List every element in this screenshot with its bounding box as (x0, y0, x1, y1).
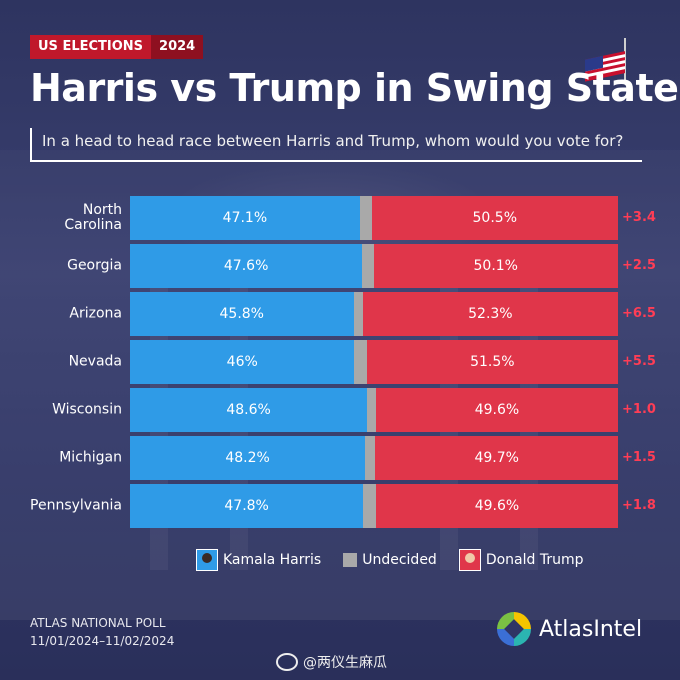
poll-name: ATLAS NATIONAL POLL (30, 616, 166, 630)
undecided-bar (367, 388, 376, 432)
state-label: Michigan (0, 449, 122, 466)
trump-value-label: 49.6% (474, 402, 520, 418)
harris-value-label: 45.8% (219, 306, 264, 322)
margin-label: +1.0 (622, 402, 656, 417)
trump-value-label: 49.7% (474, 450, 519, 466)
harris-value-label: 46% (226, 354, 258, 370)
state-label: Wisconsin (0, 401, 122, 418)
watermark-text: @两仪生麻瓜 (303, 655, 387, 671)
state-label: North Carolina (0, 203, 122, 233)
state-label: Pennsylvania (0, 497, 122, 514)
legend-label-undecided: Undecided (362, 552, 437, 568)
harris-bar (130, 340, 355, 384)
harris-value-label: 47.1% (222, 210, 268, 226)
margin-label: +6.5 (622, 306, 656, 321)
margin-label: +1.8 (622, 498, 656, 513)
gray-square-icon (343, 553, 358, 567)
harris-bar (130, 244, 363, 288)
harris-value-label: 48.2% (225, 450, 270, 466)
trump-value-label: 51.5% (470, 354, 515, 370)
trump-bar (375, 436, 618, 480)
subtitle-frame: In a head to head race between Harris an… (30, 128, 642, 162)
trump-value-label: 50.1% (473, 258, 518, 274)
chart-row: Michigan 48.2% 49.7% +1.5 (0, 436, 680, 480)
us-flag-icon (585, 38, 626, 82)
legend-label-harris: Kamala Harris (223, 552, 322, 568)
chart-row: Georgia 47.6% 50.1% +2.5 (0, 244, 680, 288)
state-label-line: Pennsylvania (30, 497, 122, 514)
trump-bar (375, 388, 618, 432)
trump-bar (362, 292, 618, 336)
harris-portrait-icon (196, 549, 218, 571)
state-label: Georgia (0, 257, 122, 274)
page-title: Harris vs Trump in Swing States (30, 66, 680, 110)
harris-value-label: 48.6% (226, 402, 271, 418)
harris-bar (130, 292, 354, 336)
trump-bar (371, 196, 618, 240)
tag-us-elections: US ELECTIONS (30, 35, 152, 59)
chart-row: North Carolina 47.1% 50.5% +3.4 (0, 196, 680, 240)
undecided-bar (363, 484, 376, 528)
harris-bar (130, 484, 364, 528)
state-label: Nevada (0, 353, 122, 370)
harris-bar (130, 388, 368, 432)
chart-row: Arizona 45.8% 52.3% +6.5 (0, 292, 680, 336)
state-label-line: Georgia (67, 257, 122, 274)
state-label-line: Michigan (59, 449, 122, 466)
harris-value-label: 47.8% (224, 498, 269, 514)
undecided-bar (362, 244, 374, 288)
margin-label: +5.5 (622, 354, 656, 369)
undecided-bar (365, 436, 376, 480)
trump-bar (375, 484, 618, 528)
undecided-bar (353, 292, 363, 336)
header-tag: US ELECTIONS 2024 (30, 35, 204, 59)
brand-name: AtlasIntel (539, 616, 643, 642)
page-subtitle: In a head to head race between Harris an… (42, 132, 624, 150)
legend-item-trump: Donald Trump (458, 549, 584, 571)
trump-value-label: 52.3% (468, 306, 513, 322)
state-label-line: North (82, 202, 122, 218)
chart-row: Pennsylvania 47.8% 49.6% +1.8 (0, 484, 680, 528)
legend-item-undecided: Undecided (343, 552, 437, 568)
state-label-line: Wisconsin (52, 401, 122, 418)
legend-item-harris: Kamala Harris (196, 549, 321, 571)
harris-bar (130, 196, 360, 240)
poll-dates: 11/01/2024–11/02/2024 (30, 634, 175, 648)
poll-info: ATLAS NATIONAL POLL 11/01/2024–11/02/202… (30, 614, 174, 650)
trump-portrait-icon (458, 549, 481, 571)
chart-row: Wisconsin 48.6% 49.6% +1.0 (0, 388, 680, 432)
weibo-icon (276, 653, 298, 671)
trump-value-label: 50.5% (472, 210, 517, 226)
state-label-line: Carolina (64, 217, 122, 233)
state-label-line: Arizona (69, 305, 122, 322)
chart-row: Nevada 46% 51.5% +5.5 (0, 340, 680, 384)
state-label-line: Nevada (68, 353, 122, 370)
chart-legend: Kamala Harris Undecided Donald Trump (196, 549, 599, 571)
brand-logo-block: AtlasIntel (497, 612, 642, 646)
swing-state-chart: North Carolina 47.1% 50.5% +3.4 Georgia 47.6% 5… (0, 196, 680, 528)
trump-bar (373, 244, 618, 288)
margin-label: +3.4 (622, 210, 656, 225)
watermark: @两仪生麻瓜 (276, 652, 387, 672)
trump-bar (366, 340, 618, 384)
harris-bar (130, 436, 366, 480)
margin-label: +2.5 (622, 258, 656, 273)
trump-value-label: 49.6% (474, 498, 520, 514)
harris-value-label: 47.6% (223, 258, 269, 274)
tag-year: 2024 (151, 35, 204, 59)
state-label: Arizona (0, 305, 122, 322)
legend-label-trump: Donald Trump (485, 552, 584, 568)
atlasintel-logo-icon (497, 612, 531, 646)
margin-label: +1.5 (622, 450, 656, 465)
undecided-bar (359, 196, 372, 240)
undecided-bar (354, 340, 367, 384)
